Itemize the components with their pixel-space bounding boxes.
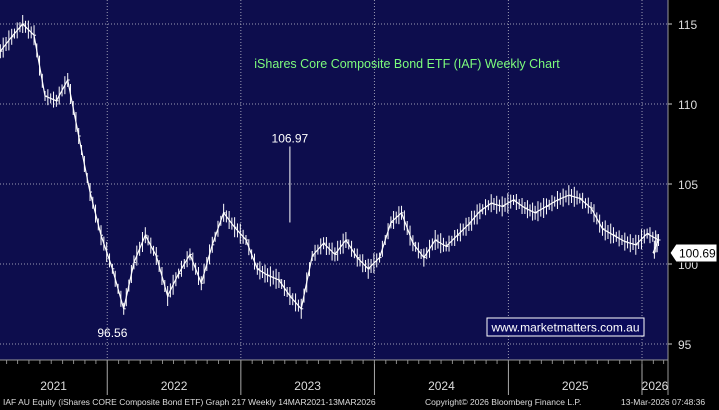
y-tick-label: 115 — [678, 18, 697, 32]
watermark-text: www.marketmatters.com.au — [490, 321, 639, 335]
x-tick-label: 2025 — [562, 379, 589, 393]
annotation-label: 106.97 — [272, 131, 309, 145]
footer-bar: IAF AU Equity (iShares CORE Composite Bo… — [0, 395, 719, 410]
y-tick-label: 110 — [678, 98, 697, 112]
footer-security: IAF AU Equity (iShares CORE Composite Bo… — [3, 397, 376, 407]
x-tick-label: 2022 — [161, 379, 188, 393]
watermark-box — [486, 317, 645, 337]
footer-copyright: Copyright© 2026 Bloomberg Finance L.P. — [425, 397, 582, 407]
y-axis-area — [668, 0, 719, 395]
plot-area — [0, 0, 668, 360]
footer-timestamp: 13-Mar-2026 07:48:36 — [621, 397, 706, 407]
x-tick-label: 2024 — [428, 379, 455, 393]
x-axis-area — [0, 360, 668, 395]
last-value-label: 100.69 — [679, 246, 716, 260]
x-tick-label: 2026 — [642, 379, 669, 393]
x-tick-label: 2021 — [40, 379, 67, 393]
annotation-label: 96.56 — [97, 326, 127, 340]
last-value-tag — [669, 243, 718, 263]
y-tick-label: 105 — [678, 178, 698, 192]
x-tick-label: 2023 — [294, 379, 321, 393]
y-tick-label: 95 — [678, 338, 692, 352]
chart-title: iShares Core Composite Bond ETF (IAF) We… — [254, 57, 560, 71]
